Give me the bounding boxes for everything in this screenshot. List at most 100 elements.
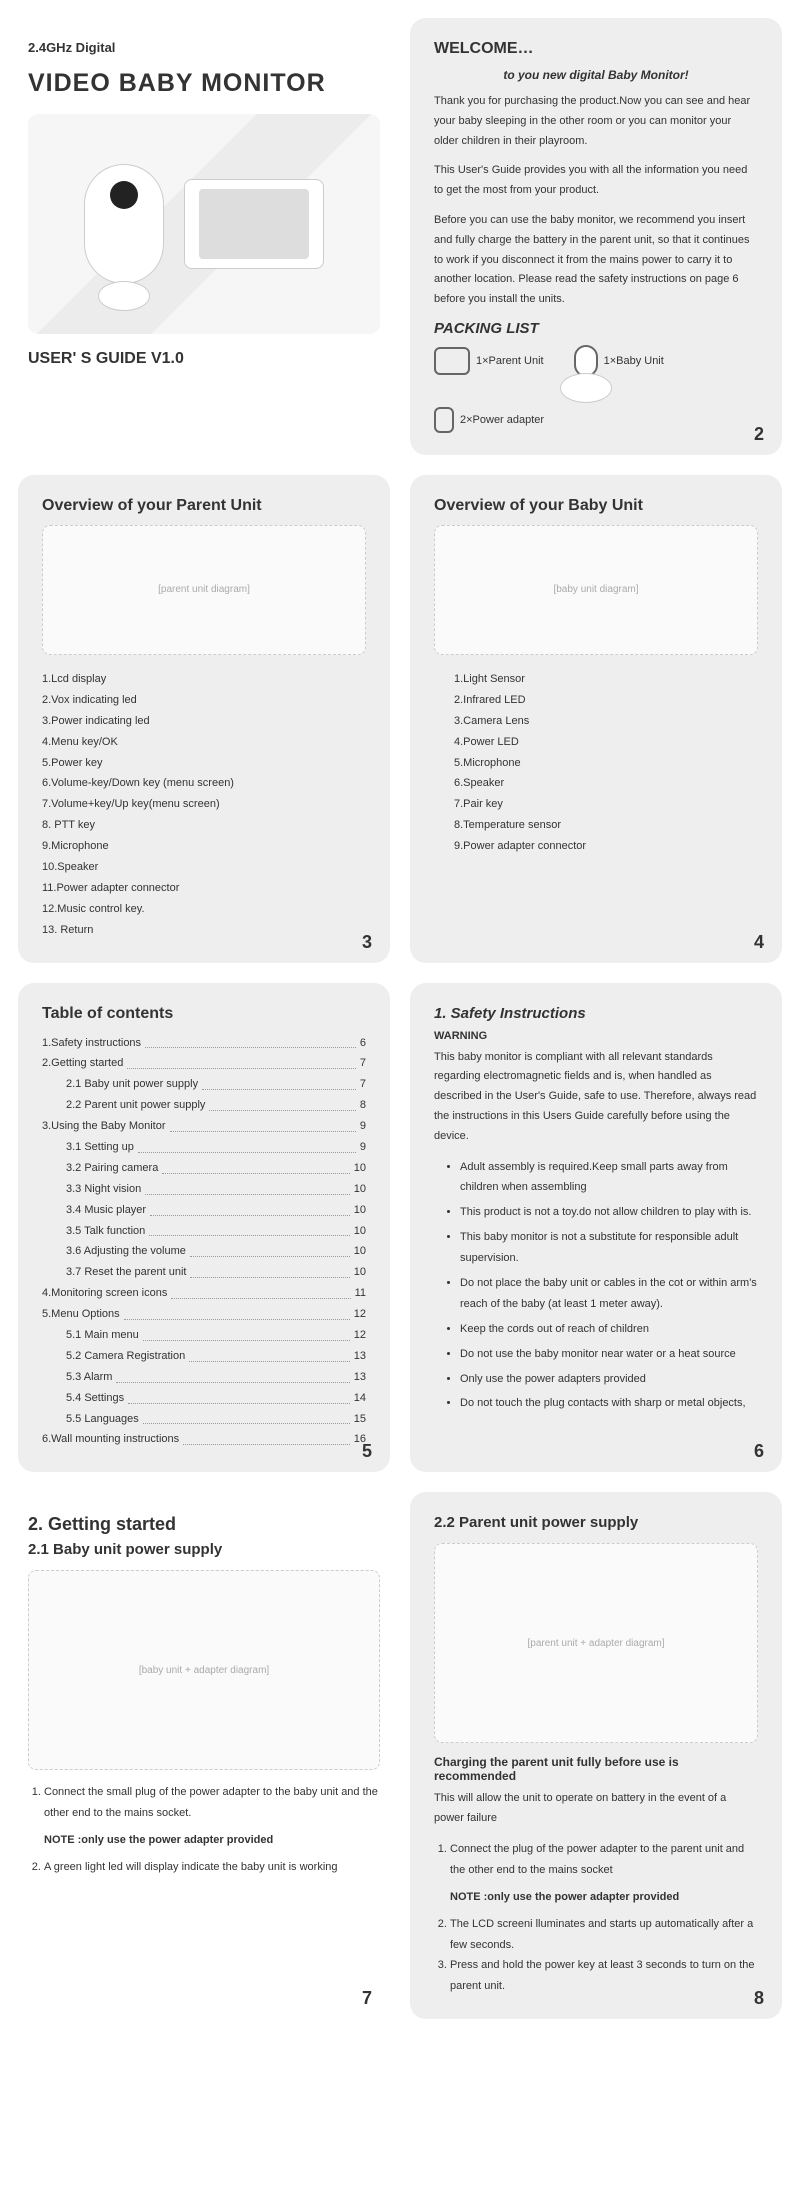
list-item: Adult assembly is required.Keep small pa…	[460, 1157, 758, 1199]
charge-desc: This will allow the unit to operate on b…	[434, 1789, 758, 1829]
list-item: 8.Temperature sensor	[454, 815, 758, 836]
panel-getting-started: 2. Getting started 2.1 Baby unit power s…	[18, 1492, 390, 2019]
page-number: 5	[362, 1441, 372, 1462]
parent-unit-icon	[434, 347, 470, 375]
panel-title: 2.4GHz Digital VIDEO BABY MONITOR USER' …	[18, 18, 390, 455]
toc-row: 5.5 Languages15	[42, 1409, 366, 1430]
baby-diagram: [baby unit diagram]	[434, 525, 758, 655]
page-number: 8	[754, 1988, 764, 2009]
warning-label: WARNING	[434, 1030, 758, 1042]
list-item: 3.Camera Lens	[454, 711, 758, 732]
toc-row: 3.Using the Baby Monitor9	[42, 1116, 366, 1137]
welcome-heading: WELCOME…	[434, 40, 758, 58]
page-number: 3	[362, 932, 372, 953]
list-item: Do not touch the plug contacts with shar…	[460, 1393, 758, 1414]
toc-row: 4.Monitoring screen icons11	[42, 1283, 366, 1304]
list-item: 9.Microphone	[42, 836, 366, 857]
toc-list: 1.Safety instructions62.Getting started7…	[42, 1033, 366, 1451]
camera-icon	[84, 164, 164, 284]
toc-row: 2.2 Parent unit power supply8	[42, 1095, 366, 1116]
baby-power-diagram: [baby unit + adapter diagram]	[28, 1570, 380, 1770]
toc-row: 3.1 Setting up9	[42, 1137, 366, 1158]
toc-row: 5.3 Alarm13	[42, 1367, 366, 1388]
safety-title: 1. Safety Instructions	[434, 1005, 758, 1022]
list-item: 7.Volume+key/Up key(menu screen)	[42, 794, 366, 815]
parent-power-heading: 2.2 Parent unit power supply	[434, 1514, 758, 1531]
toc-row: 5.1 Main menu12	[42, 1325, 366, 1346]
toc-row: 5.2 Camera Registration13	[42, 1346, 366, 1367]
list-item: 2.Infrared LED	[454, 690, 758, 711]
parent-power-diagram: [parent unit + adapter diagram]	[434, 1543, 758, 1743]
guide-version: USER' S GUIDE V1.0	[28, 350, 380, 368]
list-item: 2.Vox indicating led	[42, 690, 366, 711]
toc-title: Table of contents	[42, 1005, 366, 1023]
toc-row: 2.Getting started7	[42, 1053, 366, 1074]
welcome-tagline: to you new digital Baby Monitor!	[434, 68, 758, 82]
baby-power-heading: 2.1 Baby unit power supply	[28, 1541, 380, 1558]
list-item: Do not place the baby unit or cables in …	[460, 1273, 758, 1315]
list-item: 7.Pair key	[454, 794, 758, 815]
note-adapter: NOTE :only use the power adapter provide…	[44, 1830, 380, 1851]
page-number: 2	[754, 424, 764, 445]
list-item: This baby monitor is not a substitute fo…	[460, 1227, 758, 1269]
packing-title: PACKING LIST	[434, 320, 758, 337]
parent-overview-title: Overview of your Parent Unit	[42, 497, 366, 515]
list-item: 12.Music control key.	[42, 899, 366, 920]
list-item: 1.Lcd display	[42, 669, 366, 690]
toc-row: 3.5 Talk function10	[42, 1221, 366, 1242]
page-number: 7	[362, 1988, 372, 2009]
list-item: 13. Return	[42, 920, 366, 941]
list-item: 1.Light Sensor	[454, 669, 758, 690]
panel-baby-overview: Overview of your Baby Unit [baby unit di…	[410, 475, 782, 963]
safety-intro: This baby monitor is compliant with all …	[434, 1048, 758, 1147]
list-item: 5.Microphone	[454, 753, 758, 774]
panel-safety: 1. Safety Instructions WARNING This baby…	[410, 983, 782, 1473]
page-number: 4	[754, 932, 764, 953]
list-item: 11.Power adapter connector	[42, 878, 366, 899]
page-number: 6	[754, 1441, 764, 1462]
list-item: Keep the cords out of reach of children	[460, 1319, 758, 1340]
parent-power-steps: Connect the plug of the power adapter to…	[434, 1839, 758, 1997]
list-item: Do not use the baby monitor near water o…	[460, 1344, 758, 1365]
product-sub: 2.4GHz Digital	[28, 40, 380, 55]
baby-power-steps: Connect the small plug of the power adap…	[28, 1782, 380, 1878]
welcome-p1: Thank you for purchasing the product.Now…	[434, 92, 758, 151]
list-item: 8. PTT key	[42, 815, 366, 836]
safety-bullets: Adult assembly is required.Keep small pa…	[434, 1157, 758, 1415]
toc-row: 3.6 Adjusting the volume10	[42, 1241, 366, 1262]
list-item: 10.Speaker	[42, 857, 366, 878]
toc-row: 3.4 Music player10	[42, 1200, 366, 1221]
toc-row: 3.7 Reset the parent unit10	[42, 1262, 366, 1283]
list-item: 9.Power adapter connector	[454, 836, 758, 857]
baby-unit-icon	[574, 345, 598, 377]
toc-row: 5.4 Settings14	[42, 1388, 366, 1409]
adapter-icon	[434, 407, 454, 433]
note-adapter: NOTE :only use the power adapter provide…	[450, 1887, 758, 1908]
panel-toc: Table of contents 1.Safety instructions6…	[18, 983, 390, 1473]
charge-heading: Charging the parent unit fully before us…	[434, 1755, 758, 1783]
list-item: This product is not a toy.do not allow c…	[460, 1202, 758, 1223]
toc-row: 2.1 Baby unit power supply7	[42, 1074, 366, 1095]
toc-row: 3.3 Night vision10	[42, 1179, 366, 1200]
welcome-p2: This User's Guide provides you with all …	[434, 161, 758, 201]
list-item: 5.Power key	[42, 753, 366, 774]
toc-row: 1.Safety instructions6	[42, 1033, 366, 1054]
panel-welcome: WELCOME… to you new digital Baby Monitor…	[410, 18, 782, 455]
list-item: 4.Menu key/OK	[42, 732, 366, 753]
baby-overview-title: Overview of your Baby Unit	[434, 497, 758, 515]
hero-image	[28, 114, 380, 334]
welcome-p3: Before you can use the baby monitor, we …	[434, 211, 758, 310]
list-item: Only use the power adapters provided	[460, 1369, 758, 1390]
parent-diagram: [parent unit diagram]	[42, 525, 366, 655]
panel-parent-power: 2.2 Parent unit power supply [parent uni…	[410, 1492, 782, 2019]
list-item: 6.Speaker	[454, 773, 758, 794]
list-item: 6.Volume-key/Down key (menu screen)	[42, 773, 366, 794]
monitor-icon	[184, 179, 324, 269]
list-item: 4.Power LED	[454, 732, 758, 753]
baby-parts-list: 1.Light Sensor2.Infrared LED3.Camera Len…	[434, 669, 758, 857]
parent-parts-list: 1.Lcd display2.Vox indicating led3.Power…	[42, 669, 366, 941]
getting-started-heading: 2. Getting started	[28, 1514, 380, 1535]
toc-row: 6.Wall mounting instructions16	[42, 1429, 366, 1450]
list-item: 3.Power indicating led	[42, 711, 366, 732]
product-title: VIDEO BABY MONITOR	[28, 69, 380, 98]
